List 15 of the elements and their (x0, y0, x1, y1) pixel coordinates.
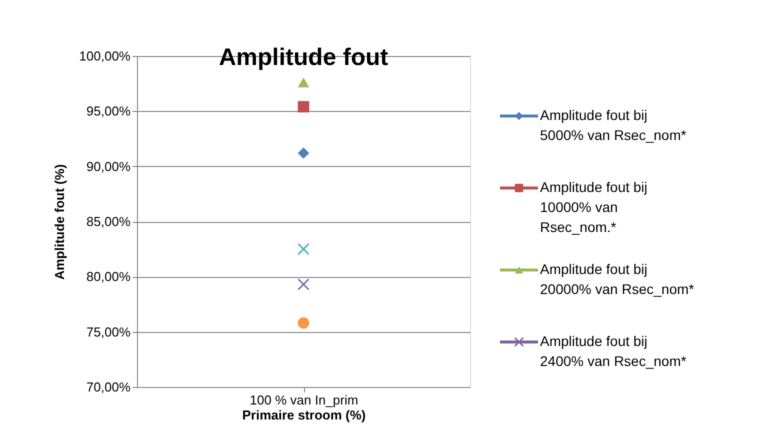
y-tick-label: 90,00% (86, 158, 131, 174)
x-tick-label: 100 % van In_prim (250, 392, 358, 408)
chart-title: Amplitude fout (218, 44, 388, 71)
legend-label: Amplitude fout bij 2400% van Rsec_nom* (540, 333, 687, 369)
y-tick-label: 100,00% (79, 48, 131, 64)
legend-label: Amplitude fout bij 10000% van Rsec_nom.* (540, 179, 648, 235)
y-tick-label: 85,00% (86, 214, 131, 229)
y-tick-label: 75,00% (86, 324, 131, 340)
x-axis-title: Primaire stroom (%) (242, 408, 366, 422)
y-tick-label: 70,00% (86, 380, 131, 394)
y-tick-label: 80,00% (86, 269, 131, 284)
y-axis-title: Amplitude fout (%) (52, 164, 68, 280)
y-tick-label: 95,00% (86, 104, 131, 119)
legend-label: Amplitude fout bij 20000% van Rsec_nom* (540, 261, 695, 297)
legend-label: Amplitude fout bij 5000% van Rsec_nom* (540, 107, 687, 143)
